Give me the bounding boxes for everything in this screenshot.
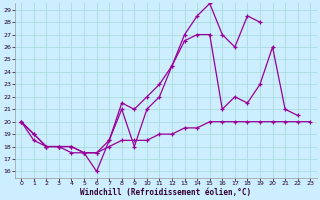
X-axis label: Windchill (Refroidissement éolien,°C): Windchill (Refroidissement éolien,°C) — [80, 188, 251, 197]
